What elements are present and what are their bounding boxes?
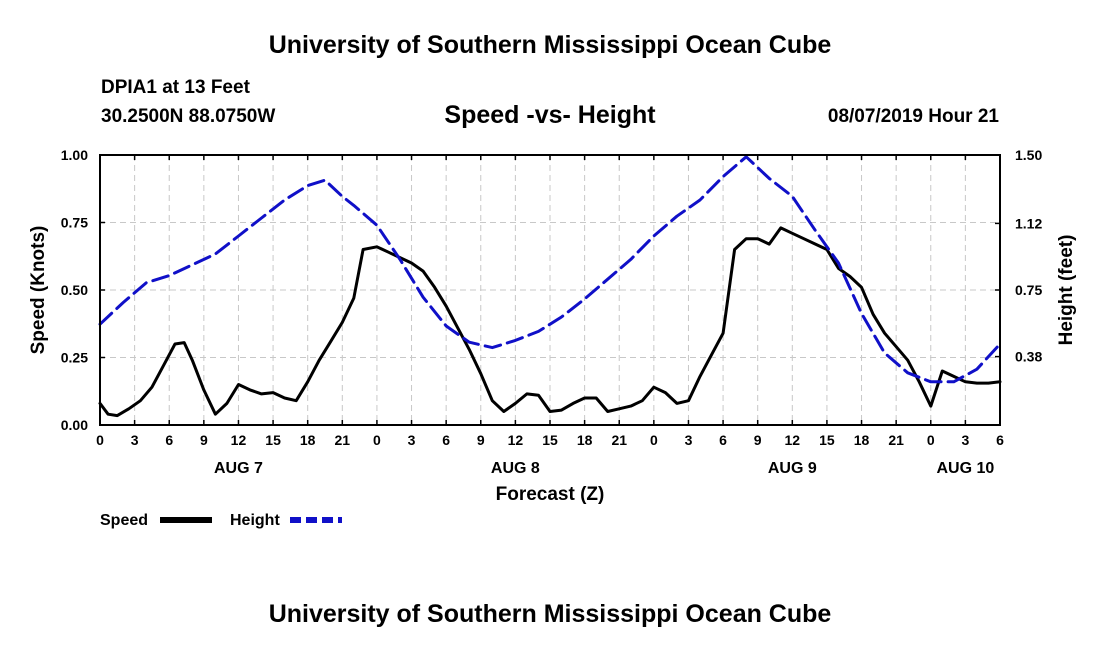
legend-height-label: Height: [230, 512, 280, 529]
x-date-label: AUG 10: [936, 460, 994, 477]
y2-tick-label: 0.75: [1015, 282, 1042, 298]
series-layer: [98, 155, 1002, 418]
x-tick-label: 18: [577, 432, 593, 448]
y2-tick-label: 0.38: [1015, 349, 1042, 365]
x-tick-label: 3: [408, 432, 416, 448]
x-tick-label: 6: [996, 432, 1004, 448]
y2-tick-label: 1.12: [1015, 215, 1042, 231]
speed-series-line: [98, 226, 1002, 418]
x-tick-label: 0: [927, 432, 935, 448]
x-tick-label: 18: [300, 432, 316, 448]
coordinates-label: 30.2500N 88.0750W: [101, 106, 276, 127]
forecast-timestamp: 08/07/2019 Hour 21: [827, 106, 999, 127]
x-tick-label: 9: [200, 432, 208, 448]
x-tick-label: 12: [508, 432, 524, 448]
y2-axis-title: Height (feet): [1056, 235, 1077, 346]
x-tick-label: 15: [819, 432, 835, 448]
x-tick-label: 9: [754, 432, 762, 448]
x-tick-label: 15: [542, 432, 558, 448]
x-tick-label: 21: [335, 432, 351, 448]
legend-speed-label: Speed: [100, 512, 148, 529]
footer-title: University of Southern Mississippi Ocean…: [268, 600, 832, 628]
y-tick-label: 0.50: [61, 282, 88, 298]
x-tick-label: 3: [685, 432, 693, 448]
x-tick-label: 3: [131, 432, 139, 448]
x-tick-label: 18: [854, 432, 870, 448]
y-tick-label: 0.75: [61, 215, 88, 231]
x-tick-label: 21: [611, 432, 627, 448]
y-axis-title: Speed (Knots): [28, 226, 49, 355]
x-tick-label: 6: [719, 432, 727, 448]
x-date-label: AUG 9: [768, 460, 817, 477]
x-tick-label: 21: [888, 432, 904, 448]
x-tick-label: 6: [165, 432, 173, 448]
x-date-label: AUG 8: [491, 460, 540, 477]
axes: 0 3 6 9 12 15 18 21 0 3 6 9 12 15 18 21 0 3 6 9 12 15 18 21 0 3 6 0…: [61, 147, 1043, 477]
x-tick-label: 0: [373, 432, 381, 448]
y-tick-label: 1.00: [61, 147, 88, 163]
x-axis-title: Forecast (Z): [496, 484, 605, 505]
y-tick-label: 0.00: [61, 417, 88, 433]
grid: [100, 155, 1000, 425]
legend: Speed Height: [100, 512, 342, 529]
y-tick-label: 0.25: [61, 350, 88, 366]
x-tick-label: 6: [442, 432, 450, 448]
x-tick-label: 15: [265, 432, 281, 448]
station-label: DPIA1 at 13 Feet: [101, 77, 250, 98]
chart-subtitle: Speed -vs- Height: [444, 101, 656, 129]
y2-tick-label: 1.50: [1015, 147, 1042, 163]
x-tick-label: 0: [650, 432, 658, 448]
x-tick-label: 9: [477, 432, 485, 448]
x-tick-label: 0: [96, 432, 104, 448]
chart-main-title: University of Southern Mississippi Ocean…: [268, 31, 832, 59]
x-tick-label: 12: [231, 432, 247, 448]
height-series-line: [98, 155, 1002, 384]
x-date-label: AUG 7: [214, 460, 263, 477]
x-tick-label: 3: [961, 432, 969, 448]
x-tick-label: 12: [785, 432, 801, 448]
